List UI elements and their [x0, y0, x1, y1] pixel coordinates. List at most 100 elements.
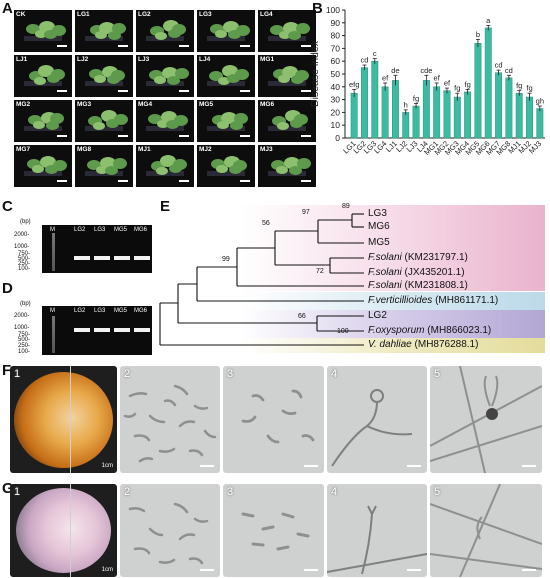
- gel-c-band-mg6: [134, 256, 150, 260]
- gel-d-marker: 250-: [18, 343, 31, 349]
- gel-c-marker: 1000-: [14, 244, 30, 250]
- gel-d-marker: 500-: [18, 337, 31, 343]
- panel-label-b: B: [312, 0, 323, 17]
- gel-c-band-lg3: [94, 256, 110, 260]
- y-axis-label: Disease index: [309, 40, 321, 107]
- scale-bar: [179, 135, 189, 137]
- scale-bar: [301, 90, 311, 92]
- micrograph-g-4: 4: [327, 484, 427, 577]
- plant-tile: MG7: [14, 145, 72, 187]
- panel-label-g: G: [2, 480, 14, 497]
- gel-c-band-mg5: [114, 256, 130, 260]
- plant-tile: LG3: [197, 10, 255, 52]
- scale-bar: [200, 465, 214, 467]
- significance-letter: ef: [444, 79, 451, 88]
- gel-d-lane-lg2: LG2: [74, 308, 86, 314]
- gel-d-lane-lg3: LG3: [94, 308, 106, 314]
- y-tick-label: 80: [331, 31, 341, 41]
- scale-bar: [179, 90, 189, 92]
- scale-bar: [200, 569, 214, 571]
- clade-highlight-solani: [240, 205, 545, 291]
- significance-letter: cd: [361, 56, 369, 65]
- bootstrap-value: 56: [262, 220, 270, 227]
- scale-bar: [118, 90, 128, 92]
- colony-plate-g: 1 1cm: [10, 484, 117, 577]
- taxon-label: MG5: [368, 237, 390, 248]
- panel-label-e: E: [160, 198, 171, 215]
- plant-tile: MJ3: [258, 145, 316, 187]
- gel-d-marker: 750-: [18, 332, 31, 338]
- plant-tile: LJ2: [75, 55, 133, 97]
- taxon-label: F.solani (JX435201.1): [368, 267, 465, 278]
- image-number: 4: [331, 368, 338, 380]
- plant-tile: MG3: [75, 100, 133, 142]
- plant-tile-label: MJ2: [199, 146, 212, 153]
- significance-letter: ef: [382, 73, 389, 82]
- significance-letter: efg: [349, 80, 359, 89]
- gel-c-image: [42, 225, 152, 273]
- y-tick-label: 10: [331, 120, 341, 130]
- image-number: 3: [227, 368, 234, 380]
- gel-c-lane-mg5: MG5: [114, 227, 128, 233]
- scale-bar: [57, 45, 67, 47]
- plant-tile-label: LG2: [138, 11, 151, 18]
- scale-label: 1cm: [101, 567, 113, 573]
- scale-bar: [522, 465, 536, 467]
- plant-tile: MG6: [258, 100, 316, 142]
- plant-tile-label: MG4: [138, 101, 153, 108]
- gel-c-marker: 750-: [18, 251, 31, 257]
- significance-letter: c: [373, 49, 377, 58]
- gel-c-lane-mg6: MG6: [134, 227, 148, 233]
- gel-c-lane-lg3: LG3: [94, 227, 106, 233]
- gel-d-lane-mg5: MG5: [114, 308, 128, 314]
- image-number: 5: [434, 486, 441, 498]
- scale-bar: [240, 180, 250, 182]
- gel-c-marker: 100-: [18, 266, 31, 272]
- bootstrap-value: 72: [316, 268, 324, 275]
- plant-tile: MG1: [258, 55, 316, 97]
- micrograph-f-4: 4: [327, 366, 427, 473]
- scale-bar: [240, 45, 250, 47]
- significance-letter: fg: [526, 84, 532, 93]
- scale-bar: [407, 569, 421, 571]
- taxon-label: LG3: [368, 208, 387, 219]
- significance-letter: gh: [536, 97, 544, 106]
- significance-letter: ef: [434, 73, 441, 82]
- plant-tile-label: MG7: [16, 146, 31, 153]
- scale-bar: [57, 90, 67, 92]
- scale-bar: [179, 45, 189, 47]
- taxon-label: F.solani (KM231797.1): [368, 252, 468, 263]
- plant-tile-label: MG8: [77, 146, 92, 153]
- significance-letter: a: [486, 16, 491, 25]
- plant-tile: LJ1: [14, 55, 72, 97]
- taxon-label: F.verticillioides (MH861171.1): [368, 295, 499, 306]
- bootstrap-value: 89: [342, 203, 350, 210]
- plant-tile: MG5: [197, 100, 255, 142]
- plant-tile: MJ1: [136, 145, 194, 187]
- gel-c-lane-lg2: LG2: [74, 227, 86, 233]
- gel-d-band-lg3: [94, 328, 110, 332]
- plant-tile: LJ4: [197, 55, 255, 97]
- gel-c-band-lg2: [74, 256, 90, 260]
- gel-d-lane-mg6: MG6: [134, 308, 148, 314]
- plant-tile-label: CK: [16, 11, 26, 18]
- clade-highlight-dahliae: [240, 338, 545, 353]
- taxon-label: LG2: [368, 310, 387, 321]
- image-number: 2: [124, 368, 131, 380]
- plant-tile-label: LJ3: [138, 56, 150, 63]
- micrograph-g-2: 2: [120, 484, 220, 577]
- image-number: 1: [14, 486, 21, 498]
- scale-bar: [57, 135, 67, 137]
- plant-tile-label: MG2: [16, 101, 31, 108]
- scale-bar: [407, 465, 421, 467]
- scale-bar: [118, 135, 128, 137]
- scale-bar: [304, 465, 318, 467]
- image-number: 5: [434, 368, 441, 380]
- scale-bar: [522, 569, 536, 571]
- phylogenetic-tree: [159, 205, 545, 353]
- gel-d-bp-label: (bp): [20, 301, 31, 307]
- plant-tile: MG8: [75, 145, 133, 187]
- gel-d-marker: 2000-: [14, 313, 30, 319]
- plant-tile: LG2: [136, 10, 194, 52]
- plant-tile-label: LG3: [199, 11, 212, 18]
